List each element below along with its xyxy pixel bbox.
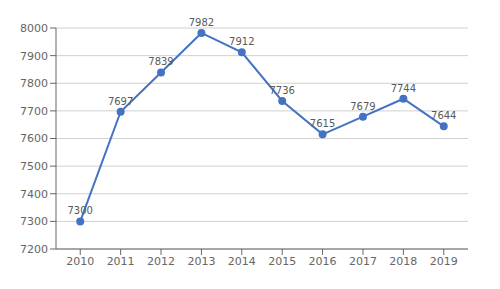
svg-text:7697: 7697 <box>108 96 133 107</box>
svg-text:2011: 2011 <box>107 255 135 268</box>
svg-text:8000: 8000 <box>20 22 48 35</box>
svg-text:2014: 2014 <box>228 255 256 268</box>
svg-text:2010: 2010 <box>66 255 94 268</box>
svg-text:2016: 2016 <box>309 255 337 268</box>
svg-text:7500: 7500 <box>20 160 48 173</box>
svg-text:7300: 7300 <box>20 215 48 228</box>
svg-text:2013: 2013 <box>187 255 215 268</box>
svg-text:7300: 7300 <box>68 205 93 216</box>
svg-text:2019: 2019 <box>430 255 458 268</box>
svg-text:7800: 7800 <box>20 77 48 90</box>
svg-text:7912: 7912 <box>229 36 254 47</box>
svg-text:7982: 7982 <box>189 17 214 28</box>
svg-text:7400: 7400 <box>20 188 48 201</box>
svg-text:7736: 7736 <box>269 85 294 96</box>
svg-text:2018: 2018 <box>389 255 417 268</box>
svg-text:2015: 2015 <box>268 255 296 268</box>
svg-text:7700: 7700 <box>20 105 48 118</box>
svg-text:7744: 7744 <box>391 83 416 94</box>
svg-text:7644: 7644 <box>431 110 456 121</box>
svg-text:7615: 7615 <box>310 118 335 129</box>
svg-text:7600: 7600 <box>20 132 48 145</box>
svg-text:7839: 7839 <box>148 56 173 67</box>
svg-text:7679: 7679 <box>350 101 375 112</box>
svg-text:7200: 7200 <box>20 243 48 256</box>
svg-text:2012: 2012 <box>147 255 175 268</box>
svg-text:2017: 2017 <box>349 255 377 268</box>
svg-text:7900: 7900 <box>20 50 48 63</box>
